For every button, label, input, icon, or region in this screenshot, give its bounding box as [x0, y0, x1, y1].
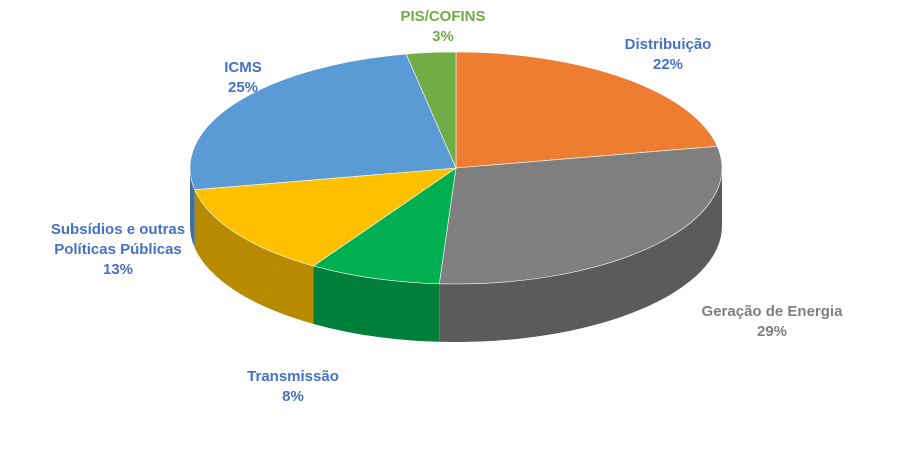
slice	[189, 53, 457, 191]
data-label: Geração de Energia 29%	[682, 302, 862, 342]
category-label: Distribuição	[624, 36, 712, 53]
percent-label: 3%	[432, 28, 454, 45]
percent-label: 29%	[756, 323, 788, 340]
percent-label: 22%	[652, 56, 684, 73]
data-label: PIS/COFINS 3%	[383, 7, 503, 47]
slice	[405, 51, 457, 169]
category-label: Subsídios e outras Políticas Públicas	[50, 221, 186, 258]
category-label: ICMS	[224, 59, 262, 76]
slice-side	[439, 168, 722, 342]
slice-side	[313, 265, 440, 342]
slice-side	[194, 189, 314, 324]
slice	[312, 167, 457, 285]
data-label: Subsídios e outras Políticas Públicas 13%	[38, 220, 198, 280]
data-label: Distribuição 22%	[598, 35, 738, 75]
percent-label: 8%	[282, 388, 304, 405]
category-label: Transmissão	[247, 368, 339, 385]
category-label: Geração de Energia	[701, 303, 843, 320]
category-label: PIS/COFINS	[400, 8, 486, 25]
slice-side	[190, 168, 195, 248]
data-label: ICMS 25%	[193, 58, 293, 98]
slice	[194, 167, 458, 267]
slice	[438, 145, 723, 285]
percent-label: 13%	[102, 261, 134, 278]
slice	[455, 51, 718, 169]
percent-label: 25%	[227, 79, 259, 96]
data-label: Transmissão 8%	[223, 367, 363, 407]
